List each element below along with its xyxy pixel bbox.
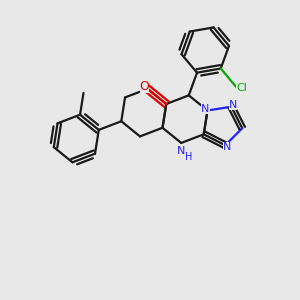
Text: N: N [177,146,185,156]
Text: O: O [140,80,149,93]
Text: N: N [201,103,210,113]
Text: N: N [229,100,238,110]
Text: H: H [184,152,192,162]
Text: N: N [223,142,231,152]
Text: Cl: Cl [236,83,247,93]
